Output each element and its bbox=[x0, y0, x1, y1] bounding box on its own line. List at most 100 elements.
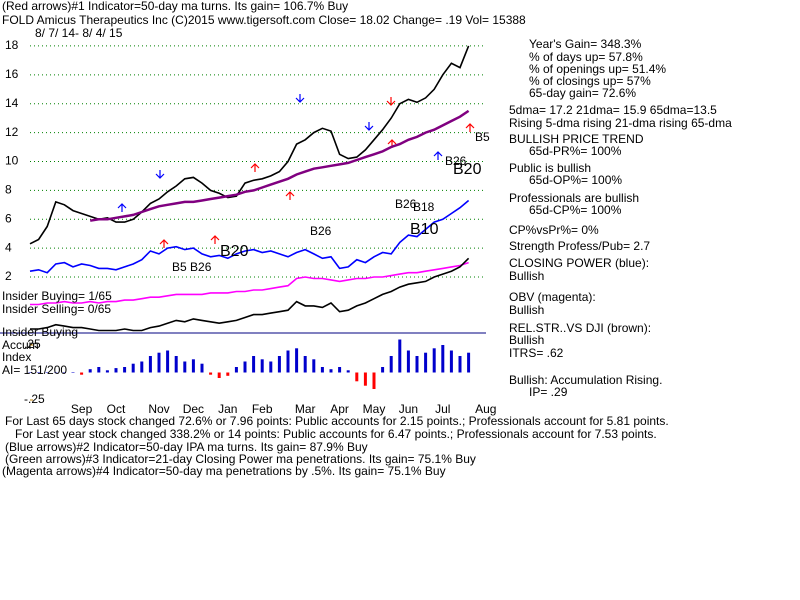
accum-bar bbox=[346, 370, 350, 373]
stat-line: % of closings up= 57% bbox=[529, 74, 651, 88]
y-tick-label: 6 bbox=[5, 211, 12, 225]
stat-line: ITRS= .62 bbox=[509, 346, 564, 360]
accum-bar bbox=[277, 356, 281, 373]
accum-bar bbox=[37, 372, 41, 373]
side-label: Insider Buying bbox=[2, 325, 78, 339]
side-label: AI= 151/200 bbox=[2, 363, 67, 377]
accum-bar bbox=[381, 367, 385, 373]
accum-bar bbox=[406, 350, 410, 373]
accum-bar bbox=[312, 359, 316, 373]
accum-bar bbox=[441, 345, 445, 373]
signal-label: B10 bbox=[410, 221, 439, 238]
accum-bar bbox=[28, 372, 32, 373]
accum-bar bbox=[415, 356, 419, 373]
accum-bar bbox=[88, 369, 92, 373]
accum-bar bbox=[45, 372, 49, 373]
footer-line: (Magenta arrows)#4 Indicator=50-day ma p… bbox=[2, 464, 446, 478]
stat-line: % of days up= 57.8% bbox=[529, 50, 643, 64]
stat-line: Bullish: Accumulation Rising. bbox=[509, 373, 662, 387]
accum-bar bbox=[200, 363, 204, 373]
accum-bar bbox=[54, 372, 58, 373]
accum-bar bbox=[217, 372, 221, 378]
accum-bar bbox=[243, 361, 247, 373]
accum-bar bbox=[209, 372, 213, 375]
footer-line: (Green arrows)#3 Indicator=21-day Closin… bbox=[5, 452, 476, 466]
y-tick-label: 8 bbox=[5, 183, 12, 197]
stat-line: REL.STR..VS DJI (brown): bbox=[509, 321, 651, 335]
y-tick-label: -.25 bbox=[24, 392, 45, 406]
series-line bbox=[30, 257, 470, 332]
signal-label: B26 bbox=[395, 197, 417, 211]
stat-line: 65-day gain= 72.6% bbox=[529, 86, 636, 100]
signal-label: B5 bbox=[475, 130, 490, 144]
signal-label: B26 bbox=[445, 154, 467, 168]
footer-line: For Last 65 days stock changed 72.6% or … bbox=[5, 414, 669, 428]
y-tick-label: 4 bbox=[5, 240, 12, 254]
y-tick-label: .25 bbox=[24, 337, 41, 351]
stat-line: Strength Profess/Pub= 2.7 bbox=[509, 239, 650, 253]
x-tick-label: Nov bbox=[148, 402, 169, 416]
stat-line: 65d-OP%= 100% bbox=[529, 173, 622, 187]
signal-label: B18 bbox=[413, 200, 435, 214]
stat-line: Bullish bbox=[509, 333, 544, 347]
accum-bar bbox=[286, 350, 290, 373]
accum-bar bbox=[62, 372, 66, 373]
stat-line: Bullish bbox=[509, 303, 544, 317]
x-tick-label: May bbox=[363, 402, 386, 416]
accum-bar bbox=[338, 367, 342, 373]
signal-label: B20 bbox=[453, 161, 482, 178]
stat-line: 5dma= 17.2 21dma= 15.9 65dma=13.5 bbox=[509, 103, 717, 117]
accum-bar bbox=[269, 361, 273, 373]
x-tick-label: Jun bbox=[399, 402, 418, 416]
accum-bar bbox=[295, 348, 299, 373]
side-label: Insider Buying= 1/65 bbox=[2, 289, 112, 303]
signal-label: B5 B26 bbox=[172, 260, 212, 274]
x-tick-label: Dec bbox=[183, 402, 204, 416]
y-tick-label: 12 bbox=[5, 125, 19, 139]
accum-bar bbox=[260, 359, 264, 373]
series-line bbox=[29, 199, 470, 274]
accum-bar bbox=[389, 356, 393, 373]
accum-bar bbox=[424, 352, 428, 373]
header-line: FOLD Amicus Therapeutics Inc (C)2015 www… bbox=[2, 13, 526, 27]
signal-label: B20 bbox=[220, 243, 249, 260]
stat-line: BULLISH PRICE TREND bbox=[509, 132, 644, 146]
stat-line: Rising 5-dma rising 21-dma rising 65-dma bbox=[509, 116, 732, 130]
series-line bbox=[30, 261, 469, 306]
series-line bbox=[29, 45, 470, 245]
stat-line: Year's Gain= 348.3% bbox=[529, 37, 642, 51]
accum-bar bbox=[97, 367, 101, 373]
signal-label: B26 bbox=[310, 224, 332, 238]
y-tick-label: 10 bbox=[5, 154, 19, 168]
accum-bar bbox=[320, 367, 324, 373]
arrows bbox=[117, 94, 475, 248]
x-tick-label: Apr bbox=[330, 402, 349, 416]
footer-line: For Last year stock changed 338.2% or 14… bbox=[15, 427, 657, 441]
accum-bar bbox=[131, 363, 135, 373]
accum-bar bbox=[123, 367, 127, 373]
y-tick-label: 16 bbox=[5, 67, 19, 81]
side-label: Index bbox=[2, 350, 31, 364]
stat-line: Bullish bbox=[509, 269, 544, 283]
accum-bar bbox=[355, 372, 359, 382]
stat-line: Public is bullish bbox=[509, 161, 591, 175]
stat-line: 65d-PR%= 100% bbox=[529, 144, 622, 158]
x-tick-label: Jan bbox=[218, 402, 237, 416]
accum-bar bbox=[303, 356, 307, 373]
stat-line: IP= .29 bbox=[529, 385, 568, 399]
accum-bar bbox=[372, 372, 376, 389]
accum-bar bbox=[432, 348, 436, 373]
accum-bar bbox=[105, 370, 109, 373]
accum-bar bbox=[363, 372, 367, 386]
y-tick-label: 18 bbox=[5, 38, 19, 52]
footer-line: (Blue arrows)#2 Indicator=50-day IPA ma … bbox=[5, 440, 368, 454]
accum-bar bbox=[174, 356, 178, 373]
x-tick-label: Sep bbox=[71, 402, 93, 416]
accum-bar bbox=[458, 356, 462, 373]
x-tick-label: Oct bbox=[107, 402, 126, 416]
accum-bar bbox=[140, 361, 144, 373]
header-line: (Red arrows)#1 Indicator=50-day ma turns… bbox=[2, 0, 348, 13]
series-line bbox=[89, 109, 470, 222]
accum-bar bbox=[329, 369, 333, 373]
